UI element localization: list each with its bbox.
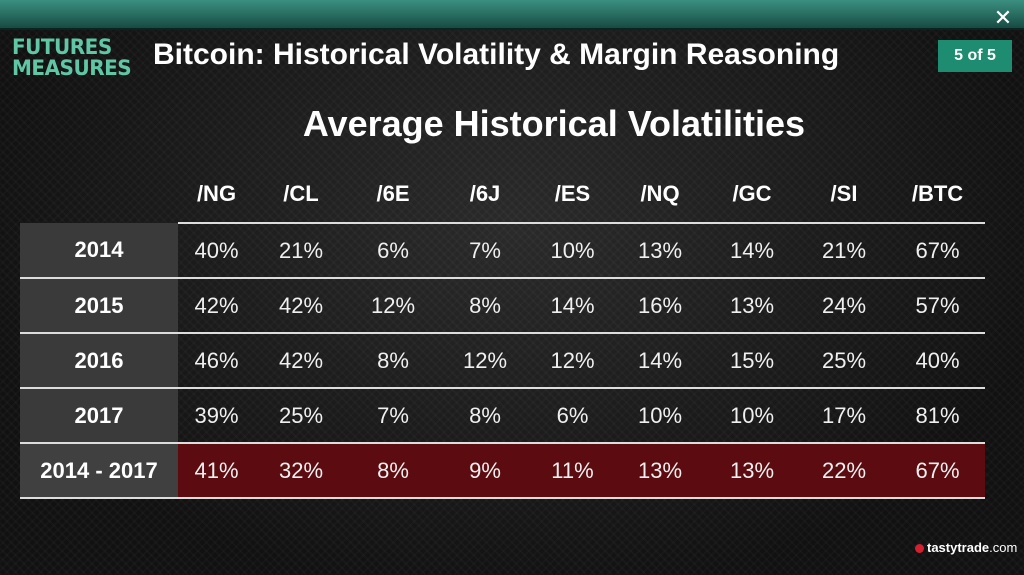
table-cell: 14% — [614, 333, 706, 389]
table-cell: 21% — [255, 223, 347, 279]
brand-suffix: .com — [989, 540, 1018, 555]
table-cell: 21% — [798, 223, 890, 279]
table-cell: 46% — [178, 333, 255, 389]
table-cell: 32% — [255, 443, 347, 499]
table-cell: 7% — [439, 223, 531, 279]
table-cell: 15% — [706, 333, 798, 389]
table-cell: 13% — [614, 443, 706, 499]
table-cell: 10% — [531, 223, 614, 279]
table-cell: 24% — [798, 278, 890, 334]
column-header: /6J — [439, 166, 531, 224]
table-cell: 67% — [890, 223, 985, 279]
table-cell: 42% — [255, 333, 347, 389]
table-cell: 81% — [890, 388, 985, 444]
table-row-total: 2014 - 2017 41% 32% 8% 9% 11% 13% 13% 22… — [20, 443, 985, 499]
futures-measures-logo: FUTURES MEASURES — [12, 33, 132, 81]
column-header: /SI — [798, 166, 890, 224]
table-cell: 10% — [706, 388, 798, 444]
table-cell: 57% — [890, 278, 985, 334]
cherry-icon — [915, 544, 924, 554]
table-cell: 41% — [178, 443, 255, 499]
table-cell: 14% — [706, 223, 798, 279]
table-cell: 25% — [798, 333, 890, 389]
table-cell: 13% — [706, 443, 798, 499]
table-cell: 7% — [347, 388, 439, 444]
table-cell: 12% — [439, 333, 531, 389]
table-row: 2015 42% 42% 12% 8% 14% 16% 13% 24% 57% — [20, 278, 985, 334]
top-bar — [0, 0, 1024, 30]
table-cell: 12% — [347, 278, 439, 334]
header-corner — [20, 166, 178, 223]
table-cell: 6% — [347, 223, 439, 279]
table-title: Average Historical Volatilities — [302, 103, 806, 144]
table-cell: 67% — [890, 443, 985, 499]
brand-name: tastytrade — [927, 540, 990, 555]
table-cell: 40% — [890, 333, 985, 389]
table-cell: 9% — [439, 443, 531, 499]
table-cell: 8% — [347, 333, 439, 389]
column-header: /NG — [178, 166, 255, 224]
column-header: /GC — [706, 166, 798, 224]
close-icon[interactable]: ✕ — [993, 6, 1013, 31]
table-cell: 13% — [706, 278, 798, 334]
column-header: /BTC — [890, 166, 985, 224]
table-header-row: /NG /CL /6E /6J /ES /NQ /GC /SI /BTC — [20, 166, 985, 224]
column-header: /NQ — [614, 166, 706, 224]
table-cell: 14% — [531, 278, 614, 334]
row-label: 2016 — [20, 333, 178, 389]
table-cell: 16% — [614, 278, 706, 334]
page-indicator: 5 of 5 — [938, 40, 1012, 72]
table-cell: 6% — [531, 388, 614, 444]
column-header: /6E — [347, 166, 439, 224]
table-cell: 10% — [614, 388, 706, 444]
table-row: 2016 46% 42% 8% 12% 12% 14% 15% 25% 40% — [20, 333, 985, 389]
table-cell: 13% — [614, 223, 706, 279]
table-cell: 42% — [178, 278, 255, 334]
volatility-table: /NG /CL /6E /6J /ES /NQ /GC /SI /BTC 201… — [20, 166, 985, 499]
table-row: 2017 39% 25% 7% 8% 6% 10% 10% 17% 81% — [20, 388, 985, 444]
table-cell: 39% — [178, 388, 255, 444]
table-cell: 8% — [439, 278, 531, 334]
logo-line-1: FUTURES — [12, 33, 112, 60]
row-label: 2015 — [20, 278, 178, 334]
table-cell: 17% — [798, 388, 890, 444]
row-label: 2017 — [20, 388, 178, 444]
table-cell: 40% — [178, 223, 255, 279]
table-cell: 8% — [347, 443, 439, 499]
table-cell: 8% — [439, 388, 531, 444]
tastytrade-logo: tastytrade.com — [915, 540, 1017, 555]
table-cell: 42% — [255, 278, 347, 334]
logo-line-2: MEASURES — [12, 54, 132, 81]
column-header: /ES — [531, 166, 614, 224]
table-cell: 11% — [531, 443, 614, 499]
table-cell: 12% — [531, 333, 614, 389]
row-label: 2014 — [20, 223, 178, 279]
slide-title: Bitcoin: Historical Volatility & Margin … — [153, 38, 840, 71]
row-label: 2014 - 2017 — [20, 443, 178, 499]
column-header: /CL — [255, 166, 347, 224]
table-cell: 22% — [798, 443, 890, 499]
table-cell: 25% — [255, 388, 347, 444]
table-row: 2014 40% 21% 6% 7% 10% 13% 14% 21% 67% — [20, 223, 985, 279]
